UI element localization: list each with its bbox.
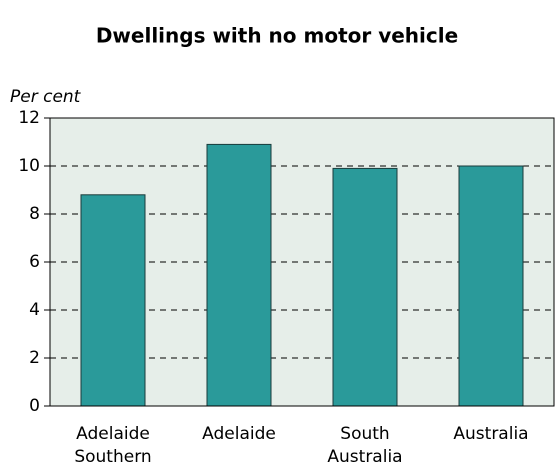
- x-tick-label: Adelaide: [76, 424, 150, 444]
- plot-border: [49, 117, 555, 407]
- x-tick-label: Southern: [74, 447, 151, 467]
- x-tick-label: Australia: [453, 424, 528, 444]
- bar: [206, 143, 272, 407]
- y-axis-label: Per cent: [10, 87, 82, 107]
- x-tick-label: South: [340, 424, 389, 444]
- y-tick-label: 10: [18, 156, 40, 176]
- y-tick-label: 6: [29, 252, 40, 272]
- chart-title: Dwellings with no motor vehicle: [96, 24, 458, 48]
- bar: [80, 194, 146, 407]
- x-tick-label: Adelaide: [202, 424, 276, 444]
- bar: [458, 165, 524, 407]
- bar: [332, 167, 398, 407]
- y-tick-label: 0: [29, 396, 40, 416]
- y-tick-label: 8: [29, 204, 40, 224]
- y-tick-label: 2: [29, 348, 40, 368]
- y-tick-label: 12: [18, 108, 40, 128]
- y-tick-label: 4: [29, 300, 40, 320]
- x-tick-label: Australia: [327, 447, 402, 467]
